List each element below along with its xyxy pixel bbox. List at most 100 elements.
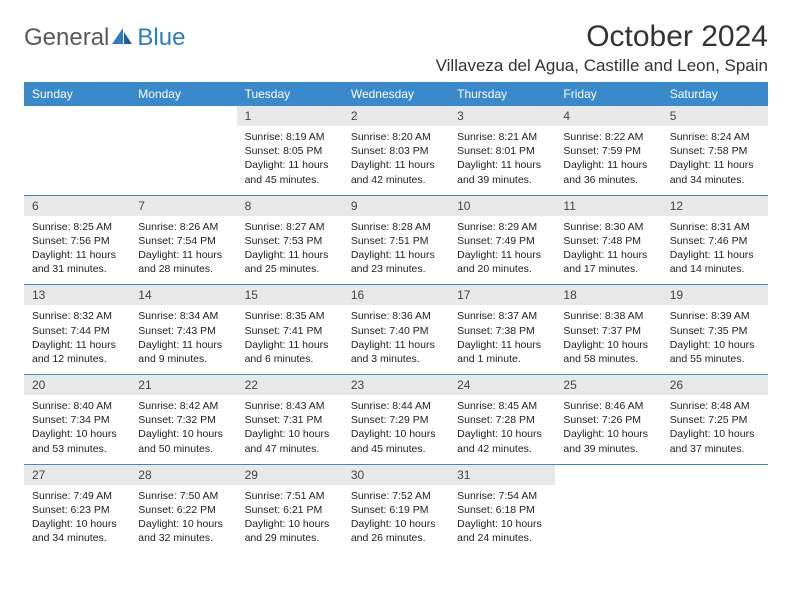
day-number: 13 [24, 285, 130, 305]
day-data: Sunrise: 8:20 AMSunset: 8:03 PMDaylight:… [343, 126, 449, 195]
day-data: Sunrise: 8:27 AMSunset: 7:53 PMDaylight:… [237, 216, 343, 285]
day-number: 24 [449, 375, 555, 395]
day-cell: 30Sunrise: 7:52 AMSunset: 6:19 PMDayligh… [343, 465, 449, 554]
day-number: 12 [662, 196, 768, 216]
day-cell: 21Sunrise: 8:42 AMSunset: 7:32 PMDayligh… [130, 375, 236, 464]
day-data: Sunrise: 8:44 AMSunset: 7:29 PMDaylight:… [343, 395, 449, 464]
day-data: Sunrise: 8:19 AMSunset: 8:05 PMDaylight:… [237, 126, 343, 195]
day-cell: 5Sunrise: 8:24 AMSunset: 7:58 PMDaylight… [662, 106, 768, 195]
day-data: Sunrise: 8:38 AMSunset: 7:37 PMDaylight:… [555, 305, 661, 374]
day-cell: 11Sunrise: 8:30 AMSunset: 7:48 PMDayligh… [555, 196, 661, 285]
day-cell: 26Sunrise: 8:48 AMSunset: 7:25 PMDayligh… [662, 375, 768, 464]
week-row: 6Sunrise: 8:25 AMSunset: 7:56 PMDaylight… [24, 195, 768, 285]
day-data: Sunrise: 8:39 AMSunset: 7:35 PMDaylight:… [662, 305, 768, 374]
day-data: Sunrise: 8:21 AMSunset: 8:01 PMDaylight:… [449, 126, 555, 195]
location: Villaveza del Agua, Castille and Leon, S… [436, 56, 768, 76]
day-cell: 15Sunrise: 8:35 AMSunset: 7:41 PMDayligh… [237, 285, 343, 374]
day-number: 6 [24, 196, 130, 216]
day-data: Sunrise: 8:42 AMSunset: 7:32 PMDaylight:… [130, 395, 236, 464]
day-cell: 12Sunrise: 8:31 AMSunset: 7:46 PMDayligh… [662, 196, 768, 285]
brand-part1: General [24, 24, 109, 52]
col-wed: Wednesday [343, 82, 449, 106]
col-sun: Sunday [24, 82, 130, 106]
day-data: Sunrise: 8:37 AMSunset: 7:38 PMDaylight:… [449, 305, 555, 374]
day-cell: 18Sunrise: 8:38 AMSunset: 7:37 PMDayligh… [555, 285, 661, 374]
day-data: Sunrise: 8:31 AMSunset: 7:46 PMDaylight:… [662, 216, 768, 285]
day-cell: 16Sunrise: 8:36 AMSunset: 7:40 PMDayligh… [343, 285, 449, 374]
day-number: 4 [555, 106, 661, 126]
day-number: 29 [237, 465, 343, 485]
col-tue: Tuesday [237, 82, 343, 106]
day-cell: 13Sunrise: 8:32 AMSunset: 7:44 PMDayligh… [24, 285, 130, 374]
day-cell: 8Sunrise: 8:27 AMSunset: 7:53 PMDaylight… [237, 196, 343, 285]
day-number: 30 [343, 465, 449, 485]
day-number: 5 [662, 106, 768, 126]
day-cell [555, 465, 661, 554]
day-number: 18 [555, 285, 661, 305]
day-cell: 2Sunrise: 8:20 AMSunset: 8:03 PMDaylight… [343, 106, 449, 195]
day-number: 22 [237, 375, 343, 395]
day-data: Sunrise: 7:49 AMSunset: 6:23 PMDaylight:… [24, 485, 130, 554]
sail-icon [111, 27, 133, 45]
day-data: Sunrise: 8:46 AMSunset: 7:26 PMDaylight:… [555, 395, 661, 464]
day-cell: 24Sunrise: 8:45 AMSunset: 7:28 PMDayligh… [449, 375, 555, 464]
day-number: 11 [555, 196, 661, 216]
weeks-container: 1Sunrise: 8:19 AMSunset: 8:05 PMDaylight… [24, 106, 768, 553]
day-cell: 31Sunrise: 7:54 AMSunset: 6:18 PMDayligh… [449, 465, 555, 554]
day-cell: 3Sunrise: 8:21 AMSunset: 8:01 PMDaylight… [449, 106, 555, 195]
day-data: Sunrise: 8:26 AMSunset: 7:54 PMDaylight:… [130, 216, 236, 285]
day-cell: 19Sunrise: 8:39 AMSunset: 7:35 PMDayligh… [662, 285, 768, 374]
day-number: 23 [343, 375, 449, 395]
col-fri: Friday [555, 82, 661, 106]
week-row: 27Sunrise: 7:49 AMSunset: 6:23 PMDayligh… [24, 464, 768, 554]
day-number: 16 [343, 285, 449, 305]
day-number: 20 [24, 375, 130, 395]
col-sat: Saturday [662, 82, 768, 106]
day-number: 7 [130, 196, 236, 216]
day-cell: 28Sunrise: 7:50 AMSunset: 6:22 PMDayligh… [130, 465, 236, 554]
day-cell: 22Sunrise: 8:43 AMSunset: 7:31 PMDayligh… [237, 375, 343, 464]
day-data: Sunrise: 8:24 AMSunset: 7:58 PMDaylight:… [662, 126, 768, 195]
day-cell [24, 106, 130, 195]
day-number: 25 [555, 375, 661, 395]
header: General Blue October 2024 Villaveza del … [24, 20, 768, 76]
day-cell: 4Sunrise: 8:22 AMSunset: 7:59 PMDaylight… [555, 106, 661, 195]
day-data: Sunrise: 8:28 AMSunset: 7:51 PMDaylight:… [343, 216, 449, 285]
day-number [662, 465, 768, 471]
day-cell: 6Sunrise: 8:25 AMSunset: 7:56 PMDaylight… [24, 196, 130, 285]
day-number: 27 [24, 465, 130, 485]
weekday-header: Sunday Monday Tuesday Wednesday Thursday… [24, 82, 768, 106]
day-cell: 14Sunrise: 8:34 AMSunset: 7:43 PMDayligh… [130, 285, 236, 374]
day-data: Sunrise: 7:51 AMSunset: 6:21 PMDaylight:… [237, 485, 343, 554]
day-cell [130, 106, 236, 195]
day-data: Sunrise: 7:52 AMSunset: 6:19 PMDaylight:… [343, 485, 449, 554]
day-number: 8 [237, 196, 343, 216]
day-number: 19 [662, 285, 768, 305]
day-number: 17 [449, 285, 555, 305]
day-data: Sunrise: 8:45 AMSunset: 7:28 PMDaylight:… [449, 395, 555, 464]
day-data: Sunrise: 8:22 AMSunset: 7:59 PMDaylight:… [555, 126, 661, 195]
day-number [24, 106, 130, 112]
day-cell: 9Sunrise: 8:28 AMSunset: 7:51 PMDaylight… [343, 196, 449, 285]
day-number: 31 [449, 465, 555, 485]
day-number [555, 465, 661, 471]
brand-part2: Blue [137, 24, 185, 52]
day-data: Sunrise: 8:40 AMSunset: 7:34 PMDaylight:… [24, 395, 130, 464]
day-number: 9 [343, 196, 449, 216]
day-data: Sunrise: 8:43 AMSunset: 7:31 PMDaylight:… [237, 395, 343, 464]
day-cell: 10Sunrise: 8:29 AMSunset: 7:49 PMDayligh… [449, 196, 555, 285]
day-cell: 23Sunrise: 8:44 AMSunset: 7:29 PMDayligh… [343, 375, 449, 464]
col-thu: Thursday [449, 82, 555, 106]
day-data: Sunrise: 7:50 AMSunset: 6:22 PMDaylight:… [130, 485, 236, 554]
day-data: Sunrise: 8:48 AMSunset: 7:25 PMDaylight:… [662, 395, 768, 464]
month-title: October 2024 [436, 20, 768, 54]
day-cell: 29Sunrise: 7:51 AMSunset: 6:21 PMDayligh… [237, 465, 343, 554]
day-number: 1 [237, 106, 343, 126]
day-number: 3 [449, 106, 555, 126]
week-row: 20Sunrise: 8:40 AMSunset: 7:34 PMDayligh… [24, 374, 768, 464]
col-mon: Monday [130, 82, 236, 106]
day-cell [662, 465, 768, 554]
day-cell: 25Sunrise: 8:46 AMSunset: 7:26 PMDayligh… [555, 375, 661, 464]
day-number: 28 [130, 465, 236, 485]
day-data: Sunrise: 8:35 AMSunset: 7:41 PMDaylight:… [237, 305, 343, 374]
